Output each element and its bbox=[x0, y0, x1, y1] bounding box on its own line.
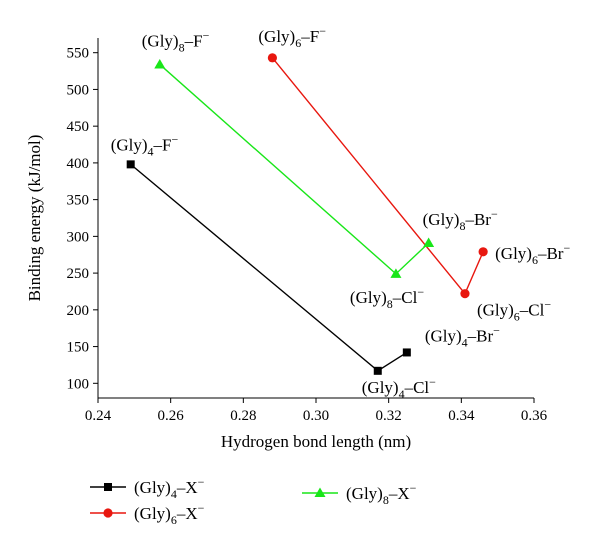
x-tick-label: 0.30 bbox=[303, 408, 329, 424]
data-point-s2-2 bbox=[460, 289, 470, 299]
x-tick-label: 0.32 bbox=[376, 408, 402, 424]
series-line-1 bbox=[130, 163, 408, 372]
point-label-s3-1: (Gly)8–F− bbox=[142, 28, 210, 54]
legend-label-1: (Gly)4–X− bbox=[134, 475, 205, 501]
point-label-s2-1: (Gly)6–F− bbox=[258, 24, 326, 50]
data-point-s3-2 bbox=[390, 268, 402, 278]
point-label-s3-3: (Gly)8–Br− bbox=[423, 207, 498, 233]
y-tick-label: 450 bbox=[67, 119, 90, 135]
y-tick-label: 200 bbox=[67, 303, 90, 319]
data-point-s2-3 bbox=[478, 247, 488, 257]
x-tick-label: 0.28 bbox=[230, 408, 256, 424]
legend-label-3: (Gly)8–X− bbox=[346, 481, 417, 507]
point-label-s3-2: (Gly)8–Cl− bbox=[350, 285, 424, 311]
series-line-3 bbox=[159, 63, 430, 275]
x-tick-label: 0.24 bbox=[85, 408, 112, 424]
data-point-s3-3 bbox=[423, 237, 435, 247]
y-tick-label: 350 bbox=[67, 193, 90, 209]
y-tick-label: 550 bbox=[67, 46, 90, 62]
data-point-s3-1 bbox=[154, 58, 166, 69]
legend-label-2: (Gly)6–X− bbox=[134, 501, 205, 527]
point-label-s1-2: (Gly)4–Cl− bbox=[362, 375, 436, 401]
data-point-s1-2 bbox=[373, 366, 382, 375]
point-label-s2-3: (Gly)6–Br− bbox=[495, 241, 570, 267]
x-tick-label: 0.34 bbox=[448, 408, 475, 424]
data-point-s1-3 bbox=[402, 348, 411, 357]
data-point-s2-1 bbox=[267, 53, 277, 63]
y-tick-label: 300 bbox=[67, 229, 90, 245]
axes: 100 150 200 250 300 350 400 450 500 550 0.24 0.26 0.… bbox=[25, 38, 548, 451]
point-label-s1-3: (Gly)4–Br− bbox=[425, 323, 500, 349]
x-tick-label: 0.26 bbox=[158, 408, 185, 424]
x-tick-label: 0.36 bbox=[521, 408, 548, 424]
y-tick-label: 400 bbox=[67, 156, 90, 172]
legend-marker-1 bbox=[104, 483, 112, 491]
y-tick-label: 250 bbox=[67, 266, 90, 282]
y-axis-title: Binding energy (kJ/mol) bbox=[25, 135, 44, 302]
y-tick-label: 500 bbox=[67, 82, 90, 98]
point-labels: (Gly)4–F− (Gly)4–Cl− (Gly)4–Br− (Gly)6–F− (G… bbox=[111, 24, 571, 401]
point-label-s2-2: (Gly)6–Cl− bbox=[477, 298, 551, 324]
legend-marker-2 bbox=[103, 508, 113, 518]
y-tick-label: 100 bbox=[67, 376, 90, 392]
data-point-s1-1 bbox=[126, 160, 135, 169]
series-layer bbox=[126, 53, 488, 375]
point-label-s1-1: (Gly)4–F− bbox=[111, 132, 179, 158]
y-tick-label: 150 bbox=[67, 340, 90, 356]
legend-marker-3 bbox=[314, 487, 326, 497]
legend: (Gly)4–X−(Gly)6–X− (Gly)8–X− bbox=[90, 475, 417, 527]
x-axis-title: Hydrogen bond length (nm) bbox=[221, 432, 411, 451]
